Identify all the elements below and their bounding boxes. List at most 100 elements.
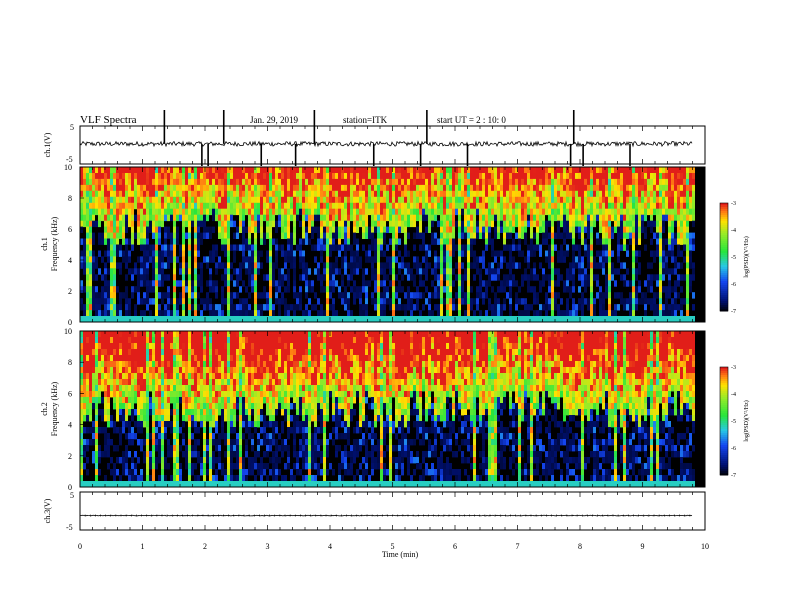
spectrogram-cell <box>638 214 641 222</box>
spectrogram-cell <box>392 262 395 269</box>
spectrogram-cell <box>602 190 605 198</box>
spectrogram-cell <box>260 196 263 204</box>
spectrogram-cell <box>122 379 125 386</box>
spectrogram-cell <box>80 280 83 287</box>
spectrogram-cell <box>167 196 170 204</box>
spectrogram-cell <box>140 202 143 210</box>
spectrogram-cell <box>95 433 98 440</box>
spectrogram-cell <box>533 250 536 257</box>
spectrogram-cell <box>374 167 377 174</box>
spectrogram-cell <box>683 190 686 198</box>
spectrogram-cell <box>581 190 584 198</box>
spectrogram-cell <box>530 220 533 228</box>
spectrogram-cell <box>104 415 107 422</box>
spectrogram-cell <box>566 167 569 174</box>
spectrogram-cell <box>86 214 89 222</box>
spectrogram-cell <box>365 226 368 233</box>
spectrogram-cell <box>218 256 221 263</box>
spectrogram-cell <box>428 262 431 269</box>
spectrogram-cell <box>125 445 128 452</box>
spectrogram-cell <box>476 220 479 228</box>
spectrogram-cell <box>176 298 179 305</box>
spectrogram-cell <box>521 220 524 228</box>
spectrogram-cell <box>80 196 83 204</box>
spectrogram-cell <box>572 190 575 198</box>
spectrogram-cell <box>476 268 479 275</box>
spectrogram-cell <box>89 427 92 434</box>
spectrogram-cell <box>647 178 650 186</box>
spectrogram-cell <box>242 304 245 311</box>
spectrogram-cell <box>560 178 563 186</box>
spectrogram-cell <box>650 214 653 222</box>
spectrogram-cell <box>242 184 245 192</box>
spectrogram-cell <box>110 343 113 350</box>
spectrogram-cell <box>362 280 365 287</box>
spectrogram-cell <box>86 361 89 368</box>
spectrogram-cell <box>215 214 218 222</box>
spectrogram-cell <box>500 226 503 233</box>
spectrogram-cell <box>635 173 638 180</box>
spectrogram-cell <box>287 310 290 317</box>
colorbar-segment <box>720 247 728 250</box>
spectrogram-cell <box>647 184 650 192</box>
spectrogram-cell <box>104 331 107 338</box>
spectrogram-cell <box>266 173 269 180</box>
spectrogram-cell <box>311 232 314 239</box>
spectrogram-cell <box>122 256 125 263</box>
spectrogram-cell <box>401 316 404 323</box>
spectrogram-cell <box>581 274 584 281</box>
spectrogram-cell <box>404 268 407 275</box>
spectrogram-cell <box>320 184 323 192</box>
spectrogram-cell <box>260 173 263 180</box>
spectrogram-cell <box>116 349 119 356</box>
spectrogram-cell <box>491 190 494 198</box>
spectrogram-cell <box>263 208 266 216</box>
spectrogram-cell <box>395 202 398 210</box>
spectrogram-cell <box>167 173 170 180</box>
spectrogram-cell <box>476 167 479 174</box>
spectrogram-cell <box>518 232 521 239</box>
spectrogram-cell <box>200 214 203 222</box>
spectrogram-cell <box>629 167 632 174</box>
spectrogram-cell <box>431 202 434 210</box>
spectrogram-cell <box>503 214 506 222</box>
spectrogram-cell <box>185 178 188 186</box>
spectrogram-cell <box>107 310 110 317</box>
spectrogram-cell <box>650 304 653 311</box>
spectrogram-cell <box>92 238 95 245</box>
spectrogram-cell <box>98 373 101 380</box>
spectrogram-cell <box>125 367 128 374</box>
spectrogram-cell <box>185 280 188 287</box>
colorbar-segment <box>720 227 728 230</box>
spectrogram-cell <box>200 316 203 323</box>
spectrogram-cell <box>80 220 83 228</box>
spectrogram-cell <box>584 178 587 186</box>
spectrogram-cell <box>482 250 485 257</box>
spectrogram-cell <box>320 220 323 228</box>
spectrogram-cell <box>536 298 539 305</box>
spectrogram-cell <box>605 178 608 186</box>
spectrogram-cell <box>356 262 359 269</box>
spectrogram-cell <box>86 196 89 204</box>
spectrogram-cell <box>332 280 335 287</box>
spectrogram-cell <box>326 238 329 245</box>
spectrogram-cell <box>158 310 161 317</box>
spectrogram-cell <box>689 256 692 263</box>
spectrogram-cell <box>146 397 149 404</box>
spectrogram-cell <box>542 178 545 186</box>
spectrogram-cell <box>446 214 449 222</box>
spectrogram-cell <box>677 244 680 251</box>
spectrogram-cell <box>107 280 110 287</box>
spectrogram-cell <box>206 256 209 263</box>
spectrogram-cell <box>107 361 110 368</box>
spectrogram-cell <box>332 304 335 311</box>
spectrogram-cell <box>134 343 137 350</box>
spectrogram-cell <box>242 178 245 186</box>
spectrogram-cell <box>482 196 485 204</box>
spectrogram-cell <box>230 184 233 192</box>
spectrogram-cell <box>692 292 695 299</box>
spectrogram-cell <box>101 316 104 323</box>
spectrogram-cell <box>104 226 107 233</box>
spectrogram-cell <box>476 173 479 180</box>
